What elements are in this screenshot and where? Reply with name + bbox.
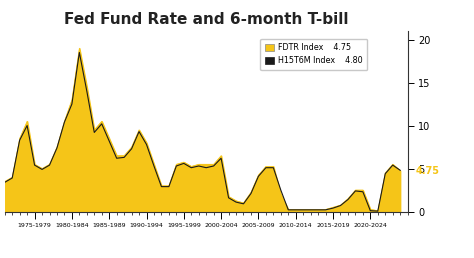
Text: 4.75: 4.75 [416, 166, 440, 176]
Title: Fed Fund Rate and 6-month T-bill: Fed Fund Rate and 6-month T-bill [64, 12, 348, 27]
Legend: FDTR Index    4.75, H15T6M Index    4.80: FDTR Index 4.75, H15T6M Index 4.80 [260, 39, 367, 70]
